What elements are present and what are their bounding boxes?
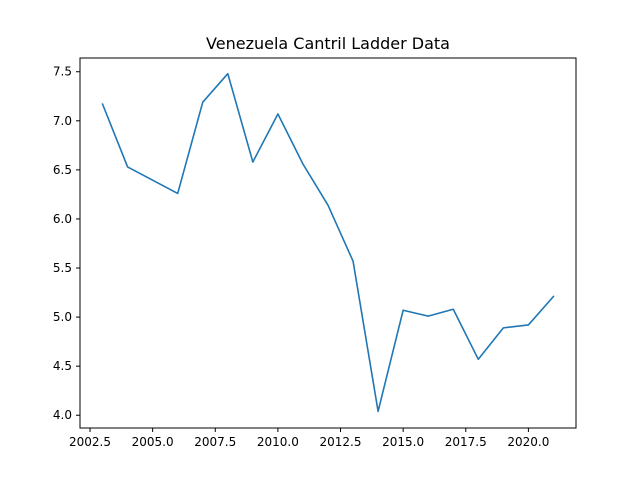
series-line-0 xyxy=(101,72,555,413)
y-tick-label: 4.5 xyxy=(53,359,72,373)
y-tick-label: 4.0 xyxy=(53,408,72,422)
x-tick-label: 2005.0 xyxy=(132,435,174,449)
plot-area xyxy=(101,72,555,413)
chart-title: Venezuela Cantril Ladder Data xyxy=(206,34,450,53)
y-axis: 4.0 4.5 5.0 5.5 6.0 6.5 7.0 7.5 xyxy=(53,65,80,422)
y-tick-label: 5.0 xyxy=(53,310,72,324)
x-tick-label: 2010.0 xyxy=(257,435,299,449)
x-tick-label: 2015.0 xyxy=(382,435,424,449)
y-tick-label: 7.0 xyxy=(53,114,72,128)
y-tick-label: 7.5 xyxy=(53,65,72,79)
x-tick-label: 2007.5 xyxy=(194,435,236,449)
x-tick-label: 2017.5 xyxy=(445,435,487,449)
x-axis: 2002.5 2005.0 2007.5 2010.0 2012.5 2015.0 2017… xyxy=(69,428,549,449)
x-tick-label: 2002.5 xyxy=(69,435,111,449)
y-tick-label: 5.5 xyxy=(53,261,72,275)
y-tick-label: 6.0 xyxy=(53,212,72,226)
x-tick-label: 2012.5 xyxy=(320,435,362,449)
x-tick-label: 2020.0 xyxy=(507,435,549,449)
axes-frame xyxy=(79,57,577,429)
y-tick-label: 6.5 xyxy=(53,163,72,177)
